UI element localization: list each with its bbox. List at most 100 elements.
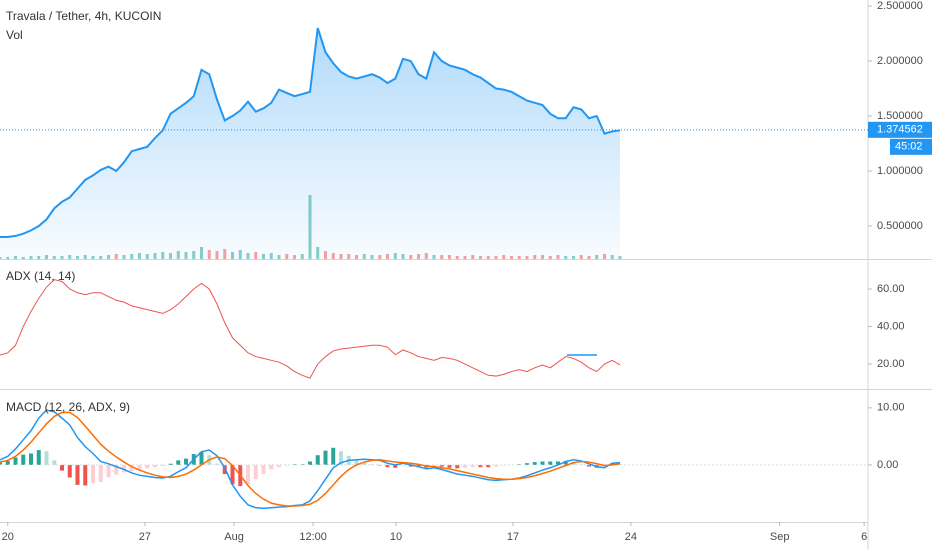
chart-title: Travala / Tether, 4h, KUCOIN (6, 9, 161, 23)
histogram-bar (408, 464, 413, 467)
x-tick-label: 27 (139, 531, 151, 543)
histogram-bar (184, 458, 188, 465)
histogram-bar (432, 464, 436, 467)
histogram-bar (532, 462, 537, 465)
histogram-bar (525, 463, 529, 465)
histogram-bar (44, 451, 49, 465)
y-tick-label: 60.00 (877, 283, 905, 295)
histogram-bar (292, 464, 297, 465)
histogram-bar (29, 453, 33, 465)
histogram-bar (0, 462, 2, 465)
histogram-bar (393, 464, 398, 468)
y-tick-label: 10.00 (877, 402, 905, 414)
y-tick-label: 2.000000 (877, 55, 923, 67)
histogram-bar (331, 447, 336, 465)
pane-title: ADX (14, 14) (6, 269, 75, 283)
histogram-bar (137, 464, 142, 471)
macd-line (0, 411, 621, 507)
histogram-bar (52, 460, 57, 465)
histogram-bar (5, 460, 10, 465)
histogram-bar (153, 464, 157, 468)
x-tick-label: 20 (2, 531, 14, 543)
last-price-label: 1.374562 (877, 124, 923, 136)
histogram-bar (67, 464, 72, 478)
histogram-bar (300, 464, 305, 465)
histogram-bar (106, 464, 111, 478)
histogram-bar (284, 464, 289, 466)
y-tick-label: 1.500000 (877, 110, 923, 122)
histogram-bar (129, 464, 134, 472)
histogram-bar (253, 464, 258, 480)
histogram-bar (556, 461, 560, 465)
x-tick-label: 6 (861, 531, 867, 543)
legend-entry: Vol (6, 28, 23, 42)
histogram-bar (323, 450, 328, 465)
histogram-bar (587, 464, 591, 467)
histogram-bar (114, 464, 119, 475)
histogram-bar (455, 464, 460, 469)
plot (0, 27, 868, 510)
histogram-bar (261, 464, 266, 475)
x-tick-label: 10 (390, 531, 402, 543)
histogram-bar (517, 464, 522, 465)
pane-title: MACD (12, 26, ADX, 9) (6, 400, 130, 414)
histogram-bar (486, 464, 491, 468)
price-line (0, 27, 621, 238)
histogram-bar (385, 464, 390, 468)
histogram-bar (199, 451, 204, 465)
adx-line (0, 279, 621, 379)
histogram-bar (145, 464, 150, 469)
histogram-bar (548, 461, 553, 465)
countdown-box (890, 138, 932, 155)
histogram-bar (501, 464, 506, 466)
histogram-bar (13, 457, 18, 465)
x-tick-label: Aug (224, 531, 244, 543)
histogram-bar (571, 462, 576, 465)
histogram-bar (230, 464, 235, 485)
macd-line (0, 409, 621, 510)
y-tick-label: 40.00 (877, 320, 905, 332)
histogram-bar (277, 464, 281, 468)
histogram-bar (377, 464, 382, 466)
histogram-bar (91, 464, 95, 484)
histogram-bar (362, 462, 367, 465)
y-tick-label: 20.00 (877, 358, 905, 370)
histogram-bar (470, 464, 475, 468)
last-price-box (868, 121, 932, 138)
histogram-bar (160, 464, 165, 467)
histogram-bar (478, 464, 483, 468)
histogram-bar (60, 464, 64, 471)
y-tick-label: 0.500000 (877, 220, 923, 232)
histogram-bar (401, 464, 405, 466)
histogram-bar (308, 461, 312, 465)
y-tick-label: 2.500000 (877, 0, 923, 12)
histogram-bar (168, 463, 173, 465)
x-tick-label: Sep (770, 531, 790, 543)
histogram-bar (122, 464, 126, 473)
countdown-label: 45:02 (895, 141, 923, 153)
x-tick-label: 24 (625, 531, 637, 543)
histogram-bar (269, 464, 274, 470)
histogram-bar (463, 464, 467, 468)
y-tick-label: 1.000000 (877, 165, 923, 177)
price-area (0, 28, 620, 259)
histogram-bar (83, 464, 88, 486)
histogram-bar (354, 459, 359, 465)
x-tick-label: 12:00 (299, 531, 327, 543)
histogram-bar (315, 455, 320, 465)
histogram-bar (21, 454, 26, 465)
y-tick-label: 0.00 (877, 459, 898, 471)
histogram-bar (215, 463, 219, 465)
histogram-bar (439, 464, 444, 467)
histogram-bar (540, 461, 545, 465)
histogram-bar (75, 464, 80, 485)
histogram-bar (563, 460, 568, 465)
histogram-bar (36, 450, 41, 465)
histogram-bar (246, 464, 250, 485)
histogram-bar (494, 464, 498, 467)
histogram-bar (98, 464, 103, 483)
x-tick-label: 17 (507, 531, 519, 543)
histogram-bar (176, 460, 181, 465)
histogram-bar (447, 464, 452, 468)
